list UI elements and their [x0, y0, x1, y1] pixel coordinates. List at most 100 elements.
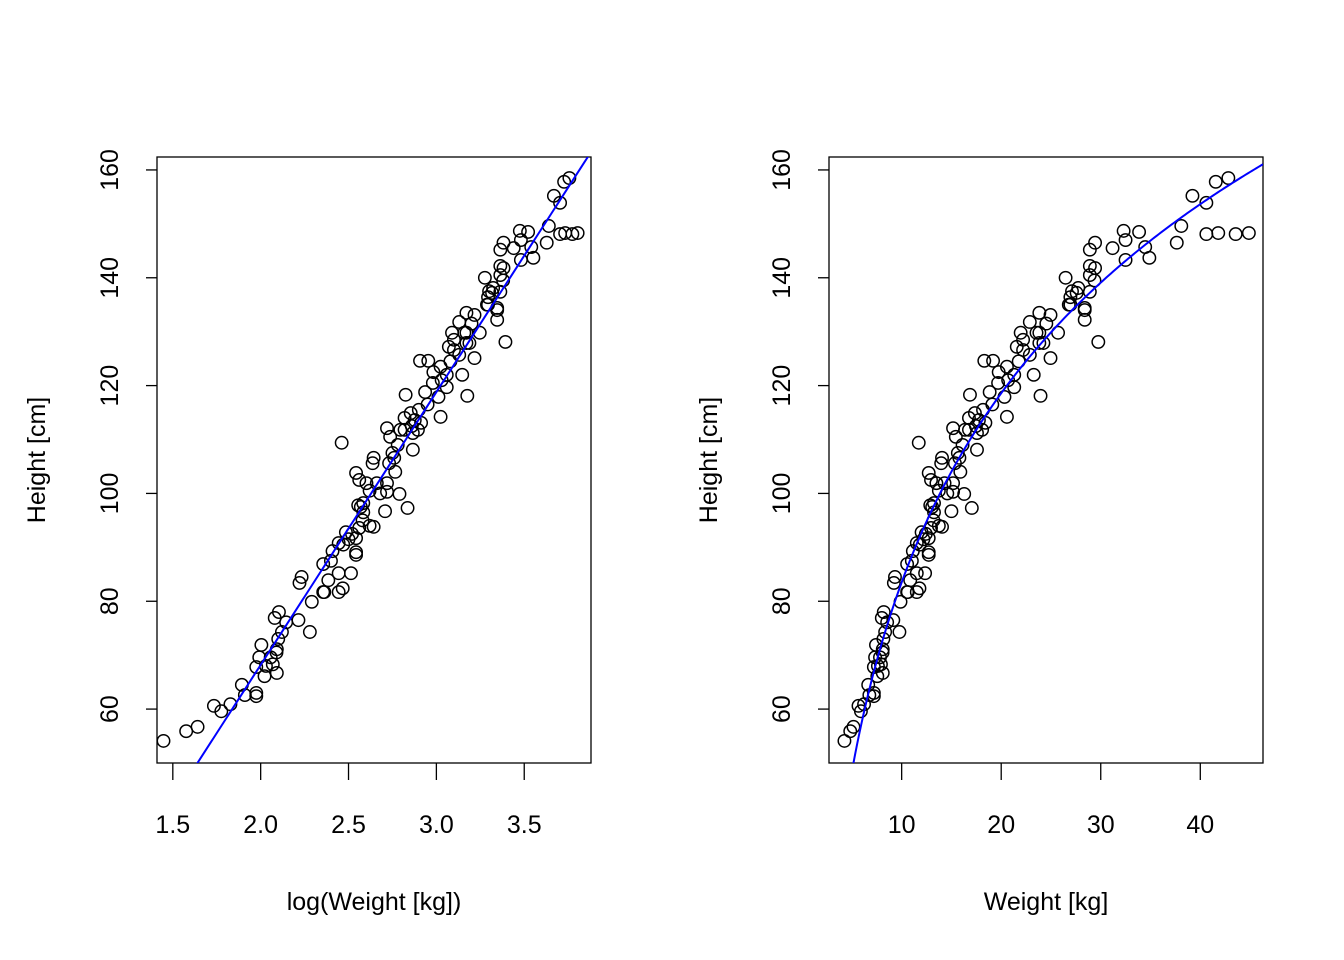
data-point — [524, 240, 539, 254]
x-axis: 1.5 2.0 2.5 3.0 3.5 — [155, 763, 542, 839]
y-tick-label: 140 — [96, 257, 124, 299]
data-point — [425, 375, 440, 390]
data-point — [946, 484, 961, 499]
data-point — [1016, 332, 1031, 347]
data-point — [892, 625, 907, 639]
data-point — [179, 724, 194, 739]
data-point — [467, 351, 482, 366]
data-point — [294, 570, 309, 584]
data-point — [1001, 373, 1016, 388]
y-axis-title: Height [cm] — [23, 397, 51, 523]
data-point — [464, 316, 479, 331]
data-point — [1043, 308, 1058, 322]
data-point — [903, 573, 918, 588]
y-tick-label: 80 — [768, 587, 796, 615]
x-tick-label: 40 — [1186, 811, 1214, 839]
data-point — [553, 195, 568, 210]
data-point — [331, 585, 346, 600]
y-tick-label: 100 — [96, 473, 124, 515]
data-point — [1032, 305, 1047, 320]
data-point — [459, 336, 474, 350]
data-point — [344, 566, 358, 581]
data-point — [1116, 223, 1131, 238]
data-point — [565, 227, 580, 242]
data-point — [1063, 290, 1078, 305]
data-point — [446, 332, 461, 347]
plot-box — [828, 156, 1264, 764]
x-axis: 10 20 30 40 — [888, 763, 1214, 839]
data-point — [985, 397, 1000, 412]
data-point — [1132, 224, 1147, 239]
x-axis-title: log(Weight [kg]) — [287, 888, 462, 916]
data-point — [254, 637, 269, 652]
data-point — [1221, 171, 1236, 185]
data-point — [1022, 347, 1037, 362]
x-tick-label: 30 — [1087, 811, 1115, 839]
data-point — [420, 397, 435, 412]
data-point — [935, 450, 949, 465]
data-point — [349, 547, 364, 562]
data-point — [1013, 325, 1028, 340]
y-tick-label: 120 — [768, 365, 796, 407]
data-point — [292, 575, 307, 590]
x-tick-label: 2.5 — [331, 811, 366, 839]
data-point — [970, 442, 984, 457]
data-point — [1211, 226, 1226, 240]
data-point — [977, 353, 992, 368]
data-point — [316, 557, 331, 572]
left-panel-log-weight: 60 80 100 120 140 160 1.5 2.0 2.5 3.0 3.5 log(Wei… — [23, 149, 592, 916]
data-point — [214, 704, 229, 719]
data-point — [931, 518, 946, 533]
data-point — [925, 499, 940, 514]
data-point — [921, 531, 936, 546]
data-point — [1082, 242, 1097, 257]
data-point — [968, 419, 983, 433]
data-point — [909, 585, 924, 600]
data-point — [317, 585, 332, 600]
data-point — [1087, 273, 1102, 288]
data-point — [875, 645, 890, 660]
data-point — [356, 496, 371, 511]
data-point — [886, 575, 901, 590]
data-point — [490, 312, 505, 327]
x-tick-label: 3.0 — [419, 811, 454, 839]
data-point — [1228, 227, 1243, 242]
data-point — [349, 545, 364, 560]
data-point — [946, 421, 961, 436]
data-point — [335, 581, 350, 596]
data-point — [1077, 312, 1092, 327]
data-point — [498, 334, 513, 349]
data-point — [493, 258, 508, 273]
x-tick-label: 10 — [888, 811, 916, 839]
data-point — [404, 419, 419, 433]
data-point — [512, 223, 527, 238]
fit-curve — [852, 163, 1263, 763]
data-point — [493, 242, 508, 257]
data-point — [380, 421, 394, 436]
y-tick-label: 160 — [96, 149, 124, 191]
data-point — [1022, 315, 1037, 329]
scatter-points — [156, 171, 585, 748]
data-point — [1026, 367, 1041, 382]
data-point — [921, 547, 936, 562]
data-point — [1029, 325, 1044, 340]
data-point — [378, 504, 393, 519]
y-axis: 60 80 100 120 140 160 — [96, 149, 157, 723]
y-tick-label: 60 — [768, 695, 796, 723]
data-point — [876, 605, 891, 619]
data-point — [352, 472, 367, 487]
y-tick-label: 140 — [768, 257, 796, 299]
y-tick-label: 60 — [96, 695, 124, 723]
data-point — [353, 499, 368, 514]
data-point — [570, 226, 585, 240]
data-point — [249, 689, 264, 704]
data-point — [886, 613, 901, 628]
data-point — [362, 518, 377, 533]
scatter-points — [837, 171, 1256, 748]
data-point — [918, 566, 933, 581]
data-point — [944, 504, 959, 519]
data-point — [1199, 227, 1214, 242]
y-tick-label: 120 — [96, 365, 124, 407]
data-point — [496, 261, 511, 276]
y-axis: 60 80 100 120 140 160 — [768, 149, 829, 723]
